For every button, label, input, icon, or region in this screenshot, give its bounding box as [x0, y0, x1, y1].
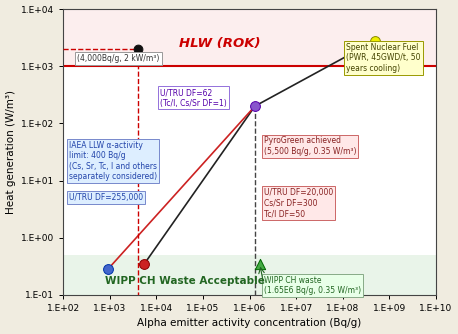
Point [251, 104, 259, 109]
Point [141, 261, 148, 267]
Text: U/TRU DF=20,000
Cs/Sr DF=300
Tc/I DF=50: U/TRU DF=20,000 Cs/Sr DF=300 Tc/I DF=50 [264, 188, 333, 218]
Text: HLW (ROK): HLW (ROK) [179, 37, 261, 50]
Bar [63, 9, 436, 66]
Point [134, 46, 142, 52]
Point [371, 38, 379, 43]
Text: Spent Nuclear Fuel
(PWR, 45GWD/t, 50
years cooling): Spent Nuclear Fuel (PWR, 45GWD/t, 50 yea… [346, 43, 421, 73]
Text: WIPP CH Waste Acceptable: WIPP CH Waste Acceptable [105, 276, 265, 286]
Text: WIPP CH waste
(1.65E6 Bq/g, 0.35 W/m³): WIPP CH waste (1.65E6 Bq/g, 0.35 W/m³) [264, 276, 361, 295]
Text: IAEA LLW α-activity
limit: 400 Bq/g
(Cs, Sr, Tc, I and others
separately conside: IAEA LLW α-activity limit: 400 Bq/g (Cs,… [69, 141, 157, 181]
Text: U/TRU DF=62
(Tc/I, Cs/Sr DF=1): U/TRU DF=62 (Tc/I, Cs/Sr DF=1) [160, 88, 227, 108]
X-axis label: Alpha emitter activity concentration (Bq/g): Alpha emitter activity concentration (Bq… [137, 318, 362, 328]
Text: U/TRU DF=255,000: U/TRU DF=255,000 [69, 193, 143, 202]
Point [256, 261, 263, 267]
Y-axis label: Heat generation (W/m³): Heat generation (W/m³) [5, 90, 16, 214]
Point [104, 267, 111, 272]
Bar [63, 255, 436, 295]
Text: (4,000Bq/g, 2 kW/m³): (4,000Bq/g, 2 kW/m³) [77, 54, 160, 63]
Text: PyroGreen achieved
(5,500 Bq/g, 0.35 W/m³): PyroGreen achieved (5,500 Bq/g, 0.35 W/m… [264, 136, 356, 156]
